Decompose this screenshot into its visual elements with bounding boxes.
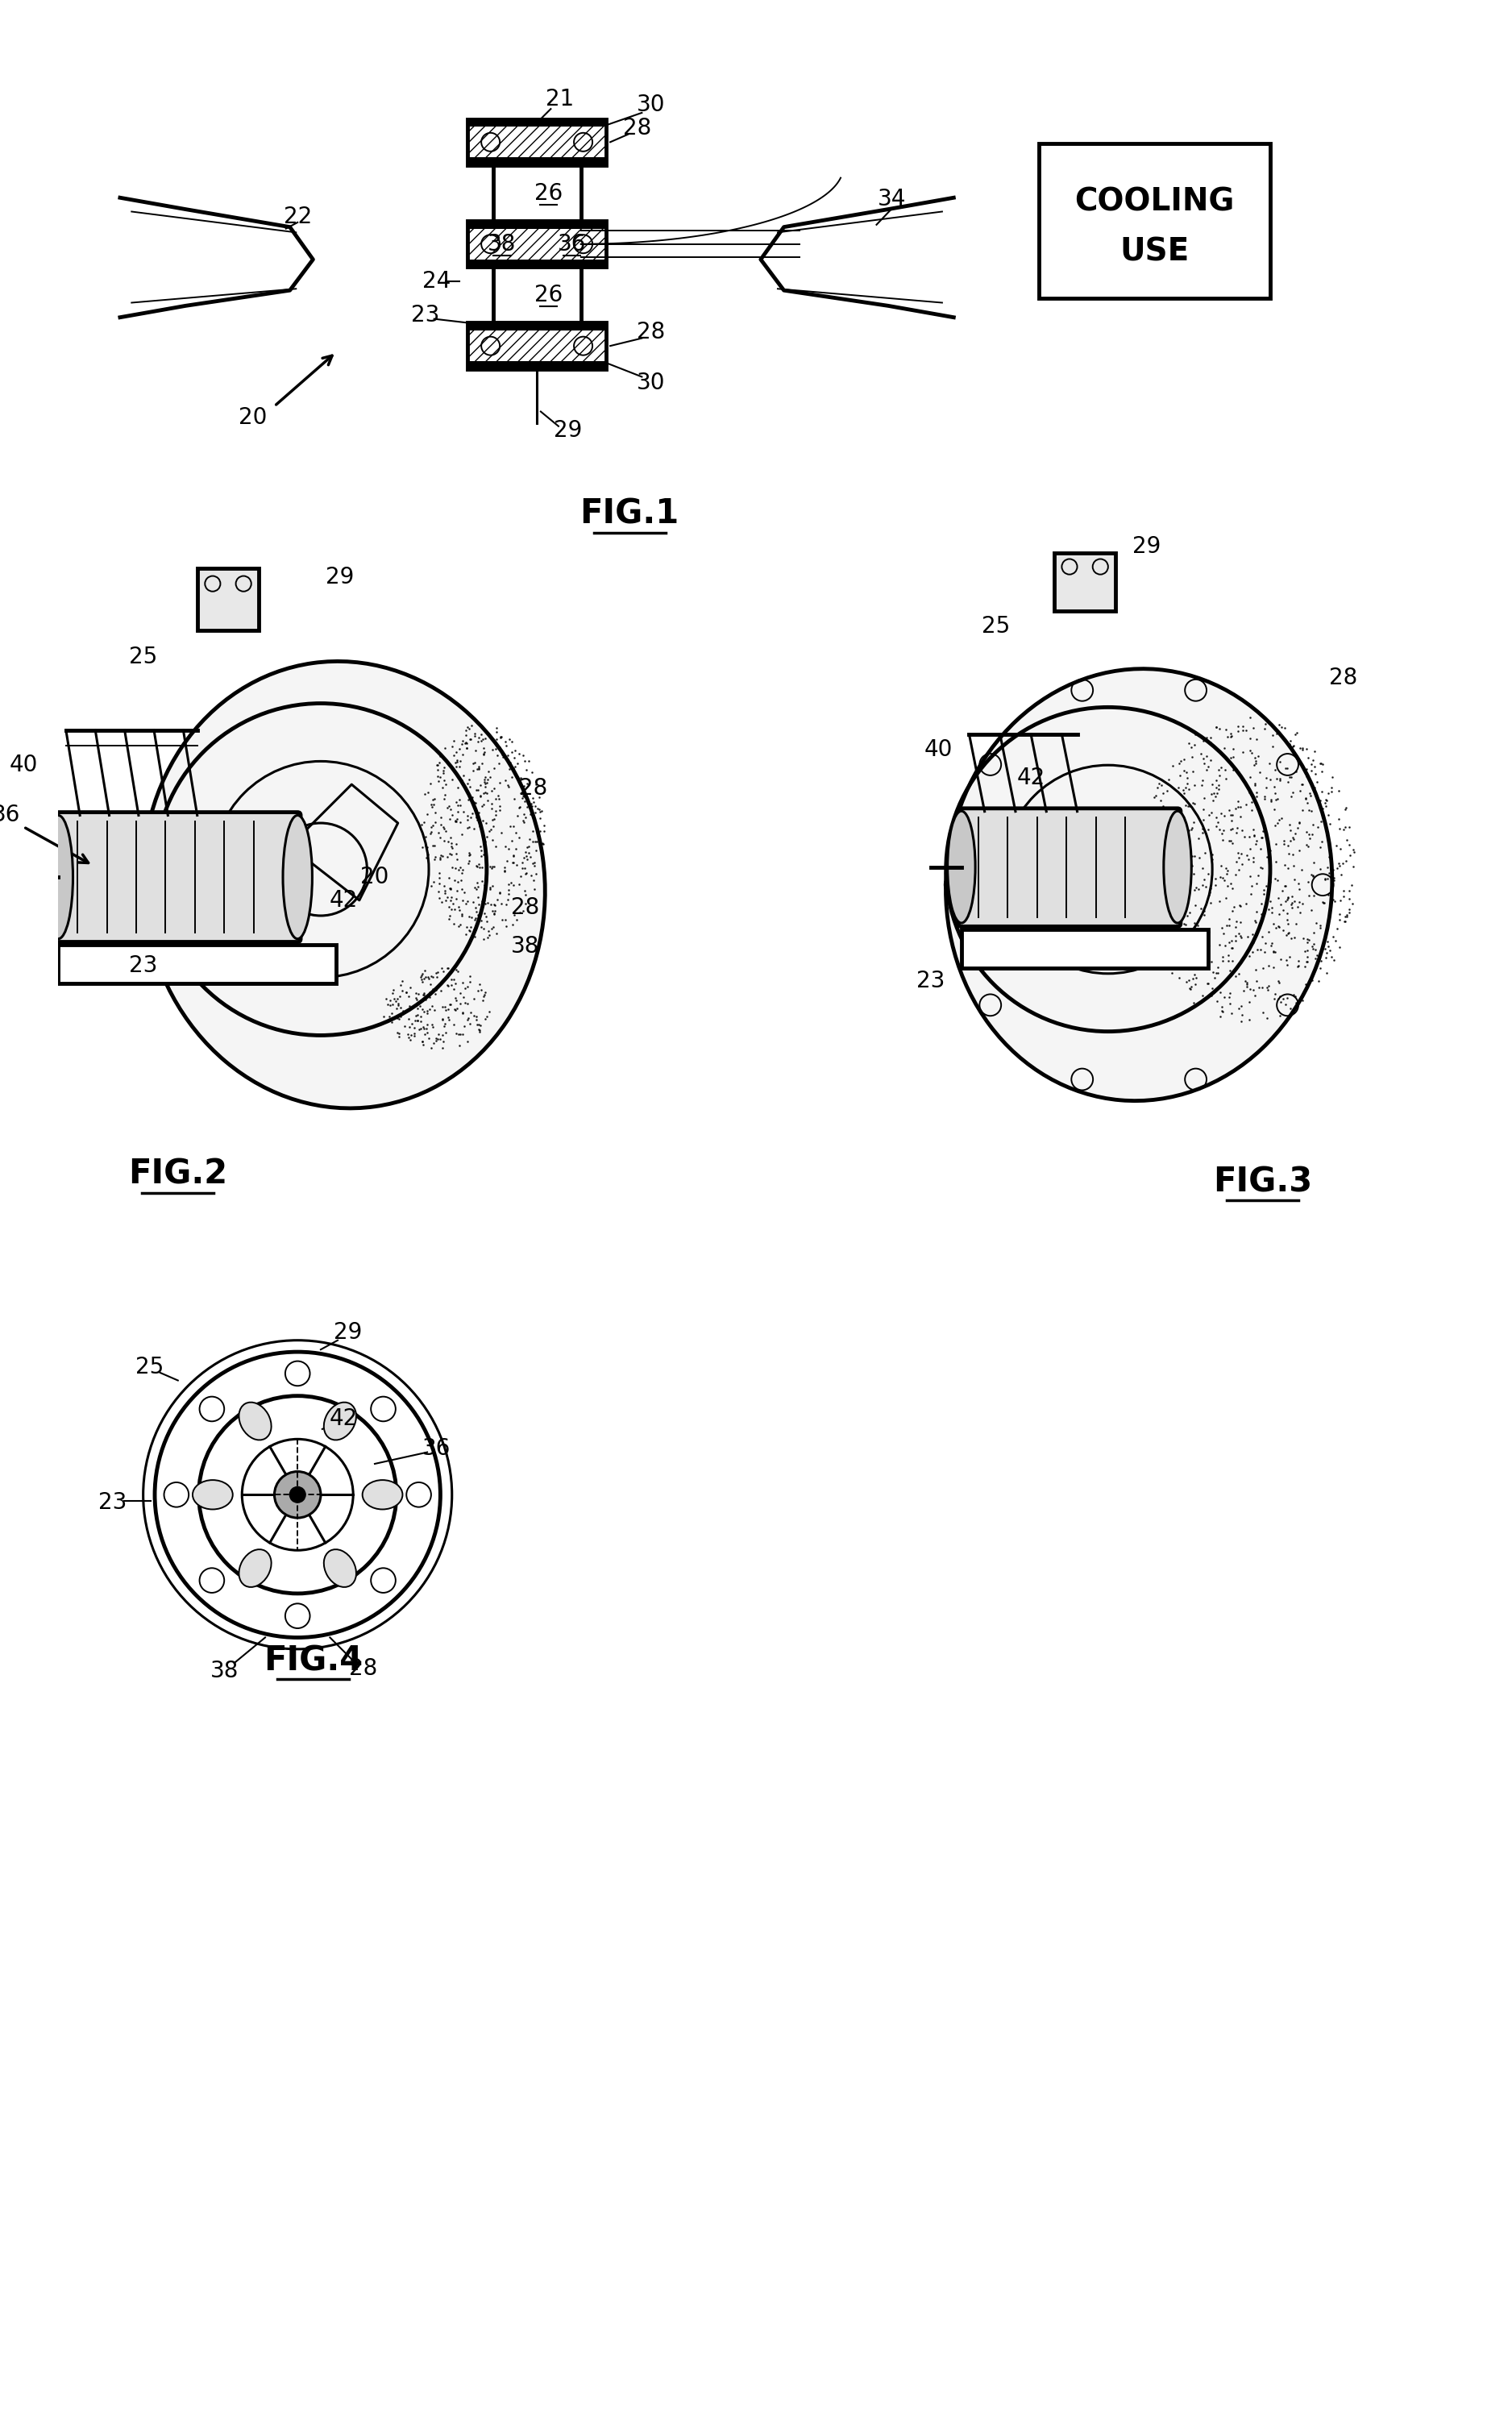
FancyBboxPatch shape: [54, 811, 301, 942]
Text: 42: 42: [330, 1408, 358, 1430]
FancyBboxPatch shape: [959, 809, 1181, 927]
Text: 36: 36: [422, 1437, 451, 1459]
Bar: [467, 157, 606, 164]
Text: 29: 29: [1132, 536, 1161, 558]
Text: 23: 23: [411, 304, 438, 326]
Bar: [467, 220, 606, 229]
Bar: [467, 118, 606, 164]
Text: 42: 42: [1016, 768, 1045, 790]
Text: 28: 28: [511, 896, 540, 920]
Text: 23: 23: [98, 1490, 127, 1514]
Text: USE: USE: [1120, 237, 1188, 268]
Bar: [467, 324, 606, 369]
Text: 29: 29: [325, 565, 354, 589]
Text: FIG.2: FIG.2: [129, 1157, 227, 1191]
Text: 30: 30: [637, 372, 665, 394]
Bar: [1054, 553, 1116, 611]
Ellipse shape: [44, 816, 73, 939]
Text: 25: 25: [129, 645, 157, 669]
Ellipse shape: [192, 1480, 233, 1509]
Text: 30: 30: [637, 94, 665, 116]
Bar: [493, 268, 581, 324]
Circle shape: [290, 1488, 305, 1502]
Text: 28: 28: [1329, 667, 1358, 688]
Bar: [467, 362, 606, 369]
Text: 26: 26: [222, 580, 249, 604]
Bar: [962, 930, 1208, 968]
Text: 34: 34: [877, 188, 906, 210]
Text: 29: 29: [553, 420, 582, 442]
Bar: [467, 220, 606, 268]
Bar: [493, 164, 581, 220]
Ellipse shape: [948, 811, 975, 923]
Ellipse shape: [283, 816, 313, 939]
Text: 22: 22: [283, 205, 311, 229]
Ellipse shape: [142, 662, 544, 1108]
Circle shape: [274, 1471, 321, 1519]
Text: 21: 21: [546, 87, 575, 111]
Text: 38: 38: [488, 232, 517, 256]
Text: 23: 23: [129, 954, 157, 978]
Text: 24: 24: [422, 270, 451, 292]
Text: 23: 23: [916, 971, 945, 993]
Ellipse shape: [239, 1403, 271, 1439]
Text: 28: 28: [637, 321, 665, 343]
Ellipse shape: [1164, 811, 1191, 923]
Text: 28: 28: [349, 1657, 378, 1681]
Text: 29: 29: [334, 1321, 361, 1343]
Bar: [1039, 142, 1270, 297]
Text: FIG.3: FIG.3: [1213, 1164, 1312, 1198]
Text: FIG.4: FIG.4: [263, 1645, 363, 1678]
Text: 40: 40: [9, 753, 38, 775]
Ellipse shape: [947, 669, 1332, 1101]
Text: 38: 38: [210, 1659, 239, 1681]
Bar: [59, 944, 336, 983]
Text: 20: 20: [360, 867, 389, 889]
Text: 36: 36: [0, 804, 20, 826]
Text: COOLING: COOLING: [1075, 186, 1234, 217]
Text: 26: 26: [534, 181, 562, 205]
Text: 25: 25: [135, 1357, 163, 1379]
Text: 26: 26: [534, 283, 562, 307]
Ellipse shape: [239, 1550, 271, 1587]
Text: 38: 38: [511, 935, 540, 959]
Bar: [197, 568, 259, 630]
Bar: [467, 258, 606, 268]
Bar: [467, 118, 606, 126]
Ellipse shape: [363, 1480, 402, 1509]
Text: 40: 40: [924, 739, 953, 761]
Bar: [467, 324, 606, 331]
Text: 42: 42: [330, 889, 358, 910]
Text: 28: 28: [519, 778, 547, 799]
Text: 20: 20: [239, 406, 268, 430]
Ellipse shape: [324, 1550, 357, 1587]
Ellipse shape: [324, 1403, 357, 1439]
Text: 25: 25: [981, 616, 1010, 638]
Text: 36: 36: [558, 232, 585, 256]
Text: 28: 28: [623, 116, 652, 140]
Text: FIG.1: FIG.1: [579, 497, 679, 531]
